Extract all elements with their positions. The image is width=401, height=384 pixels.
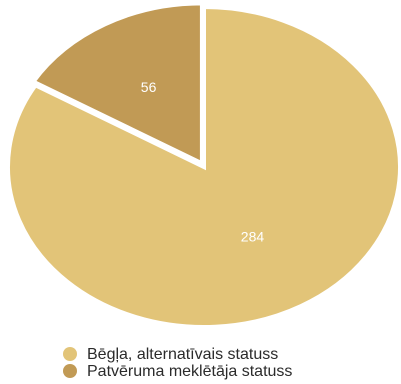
slice-value-label-patveruma-mekletaja-statuss: 56 (141, 79, 157, 95)
pie-slices (6, 1, 401, 329)
legend-swatch (63, 347, 77, 361)
pie-slice-begla-alternativais-statuss (6, 4, 401, 329)
legend-swatch (63, 364, 77, 378)
legend-item-begla-alternativais-statuss: Bēgļa, alternatīvais statuss (63, 346, 278, 363)
legend-item-patveruma-mekletaja-statuss: Patvēruma meklētāja statuss (63, 363, 292, 380)
legend-label: Bēgļa, alternatīvais statuss (87, 346, 278, 363)
legend-label: Patvēruma meklētāja statuss (87, 363, 292, 380)
slice-value-label-begla-alternativais-statuss: 284 (241, 229, 265, 245)
pie-slice-patveruma-mekletaja-statuss (30, 1, 204, 167)
slice-labels: 284 56 (141, 79, 265, 245)
